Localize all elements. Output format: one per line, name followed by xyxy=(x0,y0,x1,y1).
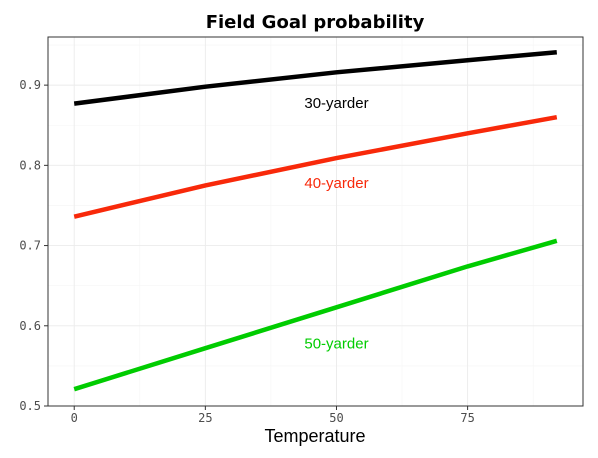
series-label-40-yarder: 40-yarder xyxy=(304,175,368,192)
series-labels: 30-yarder 40-yarder 50-yarder xyxy=(304,95,368,353)
y-axis-ticks: 0.5 0.6 0.7 0.8 0.9 xyxy=(19,78,48,413)
chart-title: Field Goal probability xyxy=(206,12,425,33)
series-line-50-yarder xyxy=(73,238,558,392)
series-label-30-yarder: 30-yarder xyxy=(304,95,368,112)
y-tick-label: 0.7 xyxy=(19,239,41,253)
x-axis-ticks: 0 25 50 75 xyxy=(71,406,475,425)
x-axis-label: Temperature xyxy=(264,426,365,446)
series-lines xyxy=(73,49,558,392)
y-tick-label: 0.5 xyxy=(19,399,41,413)
y-tick-label: 0.8 xyxy=(19,158,41,172)
x-tick-label: 50 xyxy=(329,411,343,425)
x-tick-label: 0 xyxy=(71,411,78,425)
series-line-40-yarder xyxy=(73,114,558,219)
x-tick-label: 75 xyxy=(460,411,474,425)
series-label-50-yarder: 50-yarder xyxy=(304,335,368,352)
y-tick-label: 0.6 xyxy=(19,319,41,333)
plot-panel xyxy=(47,36,584,407)
y-tick-label: 0.9 xyxy=(19,78,41,92)
x-tick-label: 25 xyxy=(198,411,212,425)
series-line-30-yarder xyxy=(73,49,558,106)
